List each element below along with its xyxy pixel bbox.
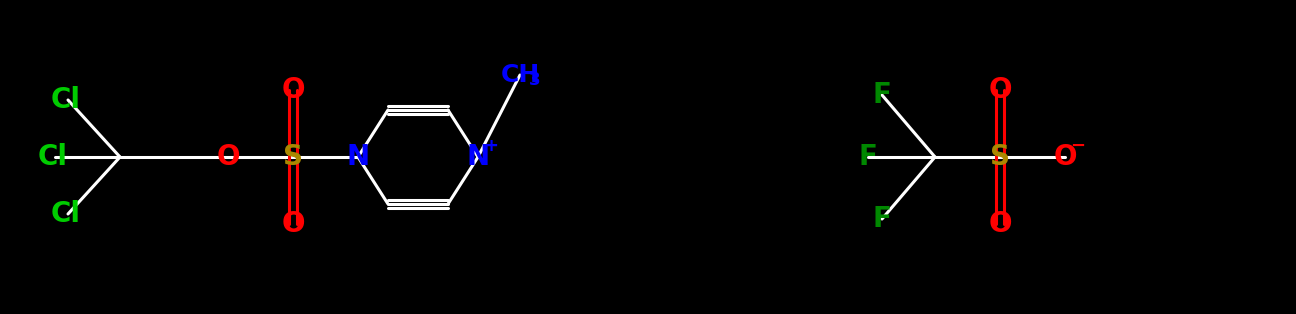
Text: O: O [281,210,305,238]
Text: Cl: Cl [51,86,80,114]
Text: −: − [1070,137,1086,155]
Text: Cl: Cl [38,143,67,171]
Text: O: O [989,76,1012,104]
Text: O: O [989,210,1012,238]
Text: 3: 3 [529,71,540,89]
Text: N: N [346,143,369,171]
Text: O: O [216,143,240,171]
Text: F: F [858,143,877,171]
Text: F: F [872,205,892,233]
Text: O: O [1054,143,1077,171]
Text: F: F [872,81,892,109]
Text: N: N [467,143,490,171]
Text: S: S [990,143,1010,171]
Text: O: O [281,76,305,104]
Text: Cl: Cl [51,200,80,228]
Text: +: + [483,137,499,155]
Text: S: S [283,143,303,171]
Text: CH: CH [500,63,539,87]
